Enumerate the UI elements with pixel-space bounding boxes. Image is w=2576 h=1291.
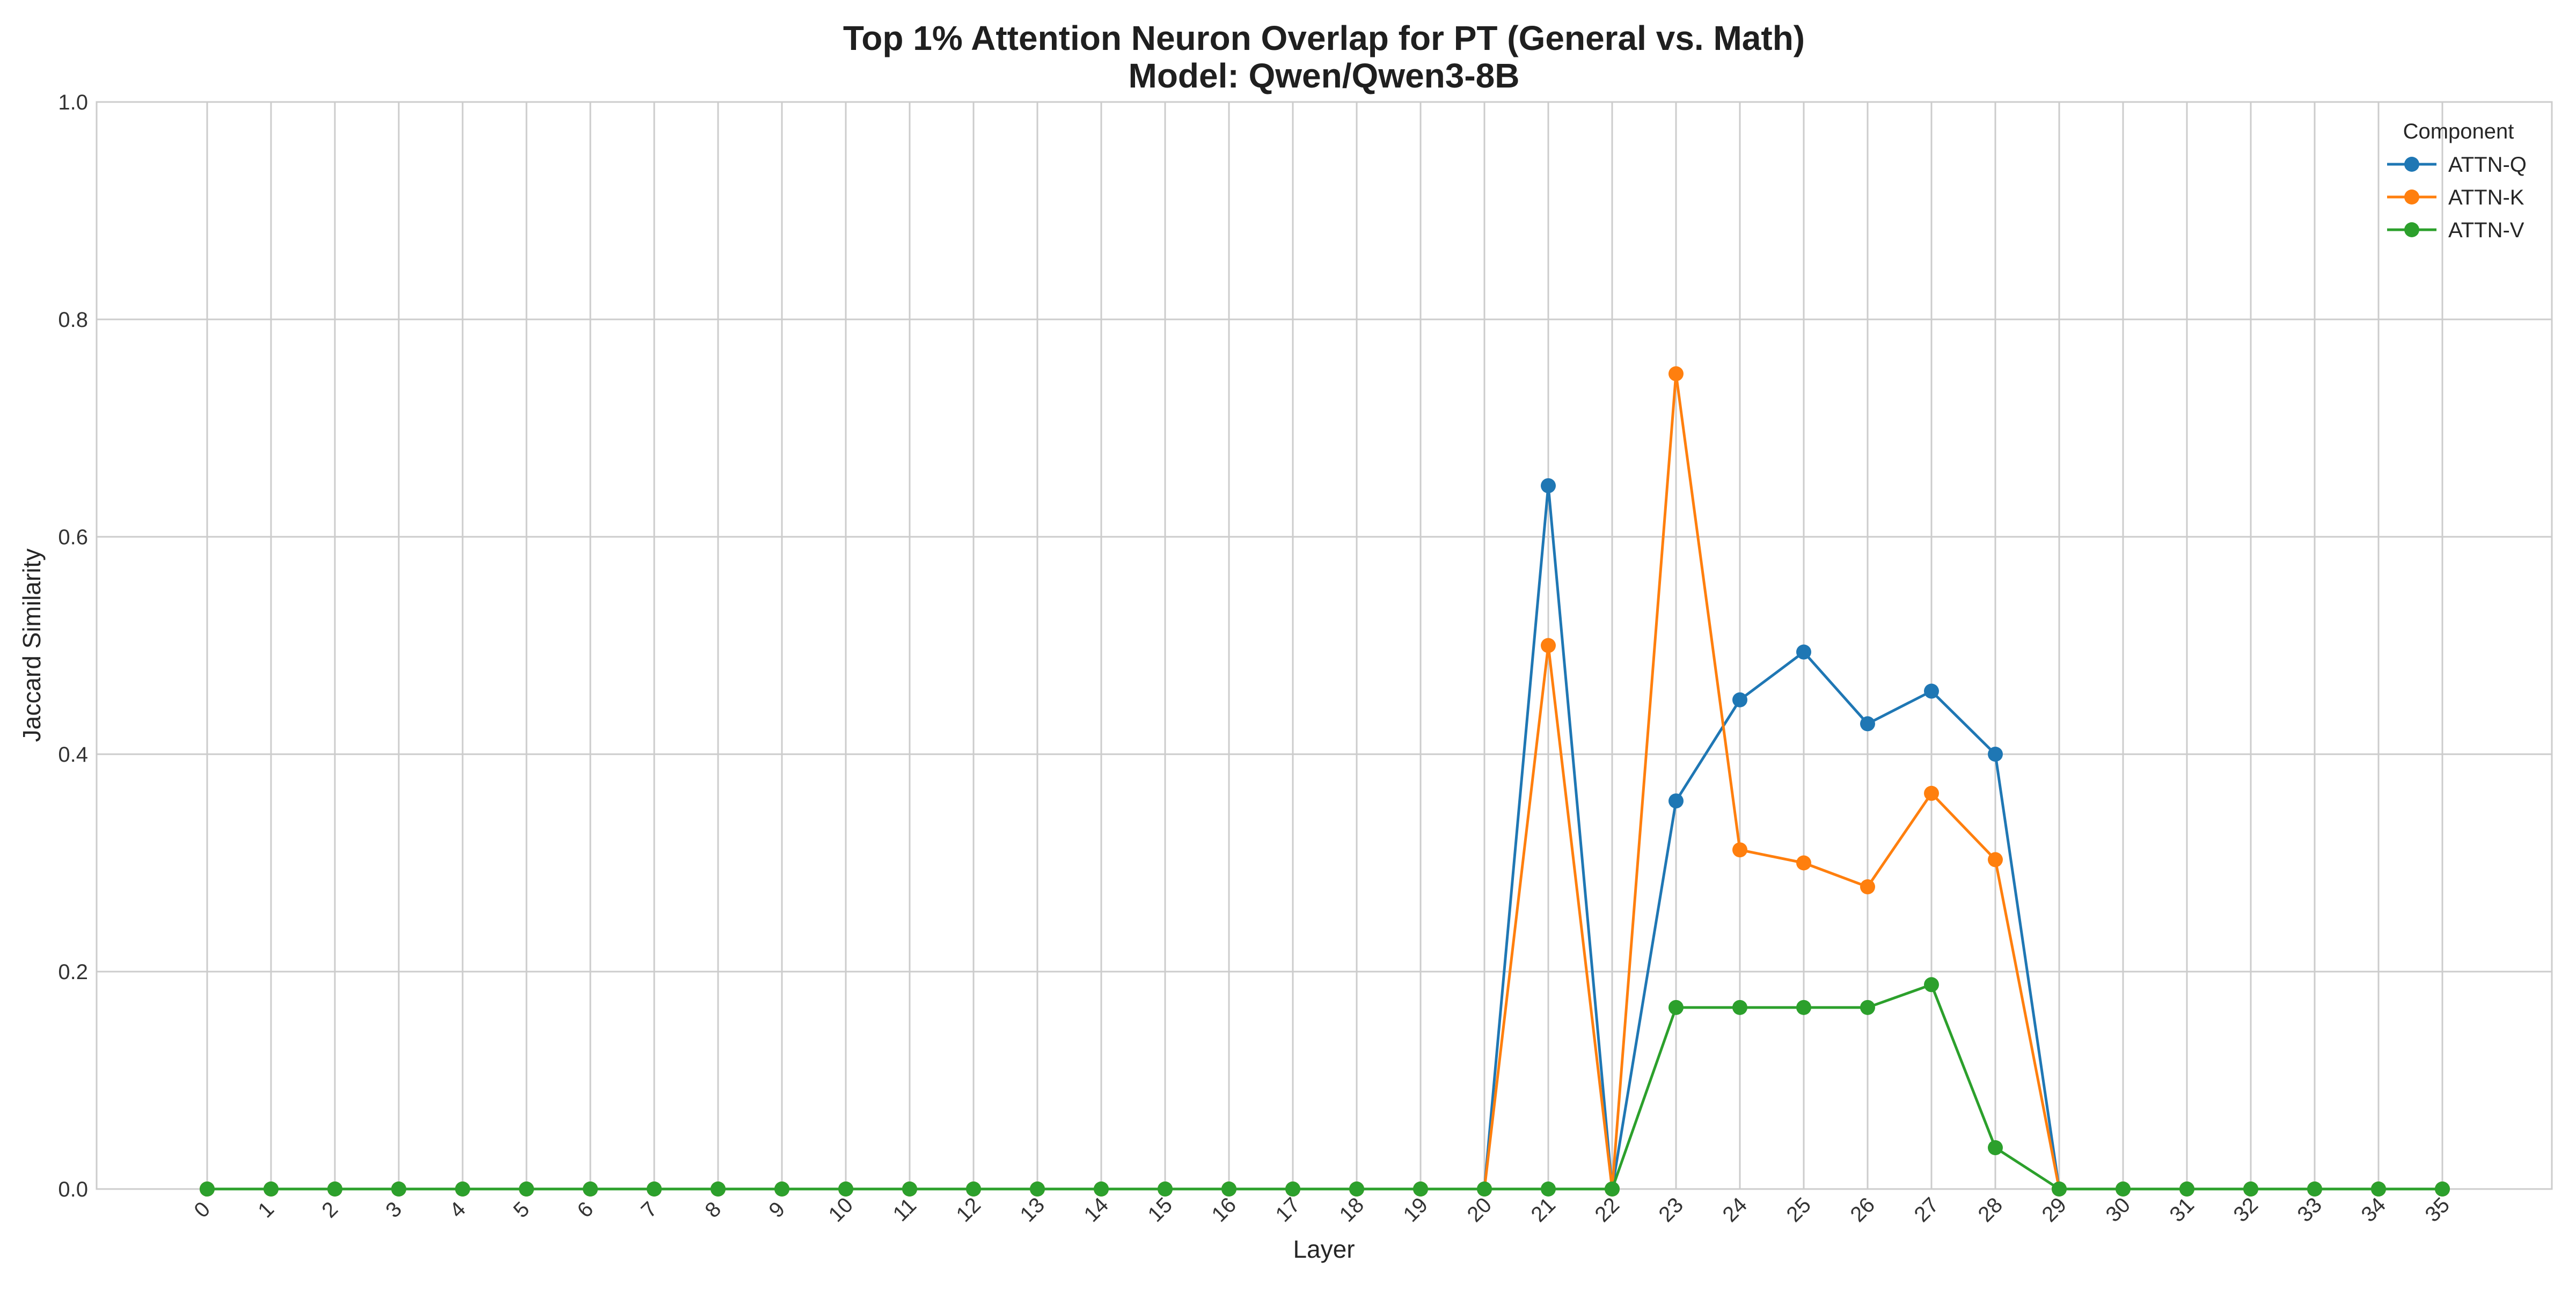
data-point-attn-v — [327, 1181, 342, 1197]
data-point-attn-v — [711, 1181, 726, 1197]
data-point-attn-v — [1030, 1181, 1045, 1197]
data-point-attn-v — [1924, 977, 1939, 993]
y-tick-label: 1.0 — [58, 91, 88, 114]
data-point-attn-v — [647, 1181, 662, 1197]
data-point-attn-k — [1732, 842, 1747, 858]
data-point-attn-v — [2307, 1181, 2322, 1197]
legend: Component ATTN-Q ATTN-K ATTN-V — [2387, 120, 2527, 242]
data-point-attn-v — [1094, 1181, 1109, 1197]
data-point-attn-v — [1668, 1000, 1684, 1015]
series-layer — [200, 366, 2450, 1197]
series-line-attn-v — [206, 983, 2444, 1191]
data-point-attn-k — [1796, 855, 1811, 871]
data-point-attn-q — [1988, 747, 2003, 762]
data-point-attn-k — [1988, 852, 2003, 867]
x-axis-label: Layer — [1293, 1235, 1355, 1263]
data-point-attn-v — [1413, 1181, 1428, 1197]
y-tick-label: 0.6 — [58, 526, 88, 549]
data-point-attn-v — [1732, 1000, 1747, 1015]
data-point-attn-q — [1541, 478, 1556, 493]
y-tick-label: 0.4 — [58, 743, 88, 767]
y-axis-label: Jaccard Similarity — [18, 549, 46, 742]
data-point-attn-v — [1285, 1181, 1300, 1197]
data-point-attn-v — [1541, 1181, 1556, 1197]
legend-item-attn-q: ATTN-Q — [2387, 153, 2527, 177]
data-point-attn-v — [1796, 1000, 1811, 1015]
y-axis-ticks: 0.0 0.2 0.4 0.6 0.8 1.0 — [58, 91, 88, 1201]
data-point-attn-v — [2179, 1181, 2194, 1197]
data-point-attn-v — [2052, 1181, 2067, 1197]
y-tick-label: 0.8 — [58, 308, 88, 332]
data-point-attn-v — [455, 1181, 470, 1197]
data-point-attn-v — [1860, 1000, 1875, 1015]
data-point-attn-v — [774, 1181, 789, 1197]
data-point-attn-k — [1924, 785, 1939, 801]
legend-label-attn-k: ATTN-K — [2448, 186, 2524, 209]
data-point-attn-v — [1349, 1181, 1364, 1197]
data-point-attn-v — [264, 1181, 279, 1197]
data-point-attn-k — [1668, 366, 1684, 382]
data-point-attn-q — [1668, 793, 1684, 809]
chart-title: Top 1% Attention Neuron Overlap for PT (… — [843, 19, 1805, 57]
data-point-attn-q — [1924, 683, 1939, 699]
data-point-attn-v — [1988, 1140, 2003, 1156]
data-point-attn-v — [838, 1181, 853, 1197]
legend-label-attn-q: ATTN-Q — [2448, 153, 2527, 177]
legend-marker-attn-k — [2404, 189, 2419, 205]
legend-marker-attn-v — [2404, 222, 2419, 237]
data-point-attn-v — [1158, 1181, 1173, 1197]
data-point-attn-v — [2116, 1181, 2131, 1197]
legend-item-attn-k: ATTN-K — [2387, 186, 2524, 209]
data-point-attn-v — [583, 1181, 598, 1197]
legend-marker-attn-q — [2404, 157, 2419, 172]
data-point-attn-q — [1860, 716, 1875, 732]
legend-item-attn-v: ATTN-V — [2387, 218, 2524, 242]
data-point-attn-v — [1221, 1181, 1236, 1197]
data-point-attn-k — [1541, 638, 1556, 653]
data-point-attn-v — [1605, 1181, 1620, 1197]
data-point-attn-k — [1860, 879, 1875, 895]
data-point-attn-v — [966, 1181, 981, 1197]
data-point-attn-v — [902, 1181, 917, 1197]
y-tick-label: 0.2 — [58, 960, 88, 984]
legend-title: Component — [2403, 120, 2514, 143]
data-point-attn-v — [2371, 1181, 2386, 1197]
data-point-attn-v — [1477, 1181, 1492, 1197]
data-point-attn-v — [2243, 1181, 2258, 1197]
data-point-attn-v — [519, 1181, 534, 1197]
data-point-attn-v — [391, 1181, 406, 1197]
legend-label-attn-v: ATTN-V — [2448, 218, 2524, 242]
chart-subtitle: Model: Qwen/Qwen3-8B — [1129, 56, 1520, 95]
y-tick-label: 0.0 — [58, 1178, 88, 1201]
data-point-attn-q — [1796, 644, 1811, 660]
data-point-attn-v — [200, 1181, 215, 1197]
data-point-attn-q — [1732, 692, 1747, 708]
data-point-attn-v — [2435, 1181, 2450, 1197]
series-attn-v — [200, 977, 2450, 1197]
legend-items: ATTN-Q ATTN-K ATTN-V — [2387, 153, 2527, 242]
